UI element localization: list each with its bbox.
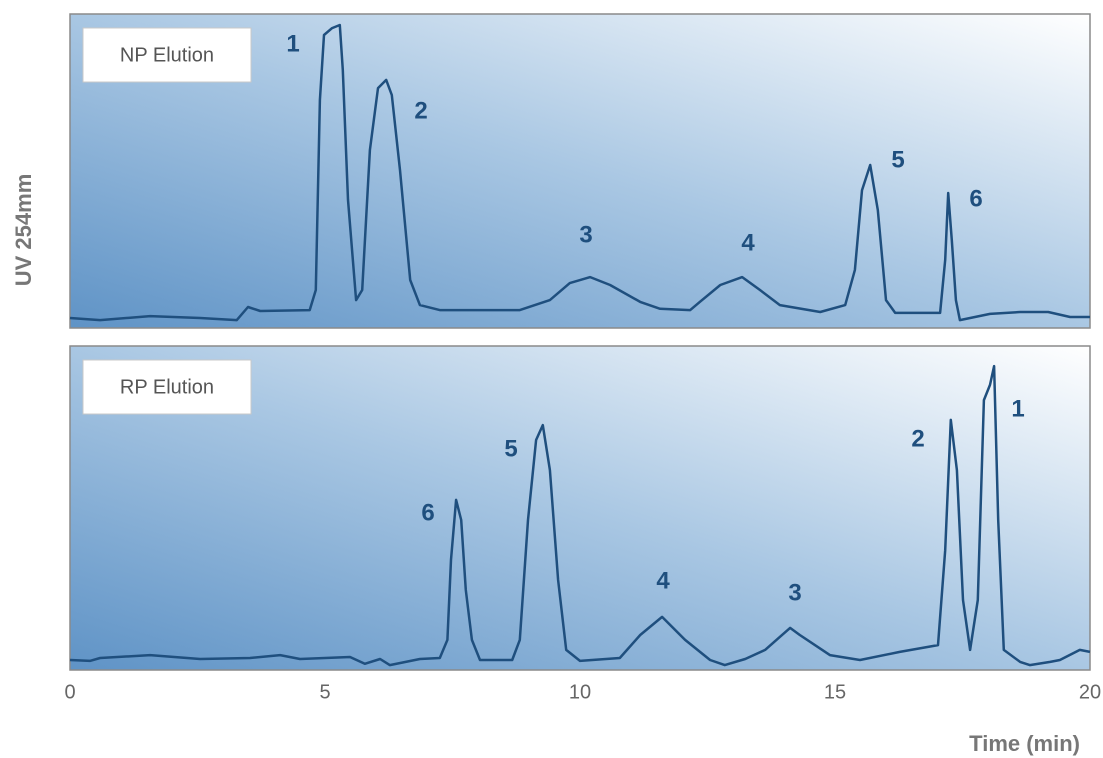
- peak-label: 2: [414, 97, 427, 124]
- panel-label-box: [82, 359, 252, 415]
- x-axis-label: Time (min): [969, 731, 1080, 756]
- peak-label: 1: [286, 30, 299, 57]
- peak-label: 3: [788, 579, 801, 606]
- x-tick-label: 0: [64, 681, 75, 703]
- chromatogram-line: [69, 23, 1090, 322]
- chromatogram-line: [69, 364, 1091, 667]
- peak-label: 3: [579, 221, 592, 248]
- y-axis-label: UV 254mm: [11, 174, 36, 287]
- x-tick-label: 10: [569, 681, 591, 703]
- peak-label: 6: [421, 499, 434, 526]
- peak-label: 1: [1011, 395, 1024, 422]
- x-tick-label: 5: [319, 681, 330, 703]
- x-tick-label: 20: [1079, 681, 1101, 703]
- peak-label: 5: [891, 146, 904, 173]
- peak-label: 5: [504, 435, 517, 462]
- x-tick-label: 15: [824, 681, 846, 703]
- peak-label: 4: [656, 567, 670, 594]
- panel-title: RP Elution: [120, 376, 214, 398]
- panel-label-box: [82, 27, 252, 83]
- panel-title: NP Elution: [120, 44, 214, 66]
- peak-label: 6: [969, 185, 982, 212]
- peak-label: 4: [741, 229, 755, 256]
- peak-label: 2: [911, 425, 924, 452]
